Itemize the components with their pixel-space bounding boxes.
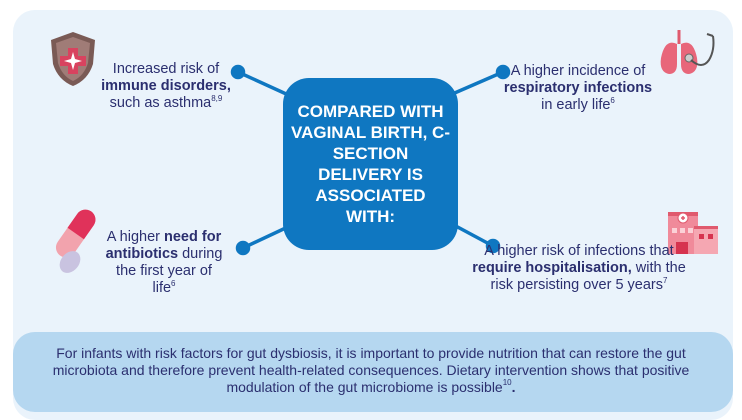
center-heading-box: COMPARED WITH VAGINAL BIRTH, C-SECTION D… — [283, 78, 458, 250]
connector-bottom-right — [451, 222, 494, 248]
item-text: A higher — [106, 229, 165, 245]
connector-dot-top-left — [230, 64, 246, 80]
connector-top-right — [449, 70, 504, 97]
item-bold-text: need for antibiotics — [105, 229, 222, 262]
summary-banner — [13, 332, 733, 412]
summary-body: For infants with risk factors for gut dy… — [52, 345, 690, 395]
connector-dot-top-right — [495, 64, 511, 80]
item-immune-disorders: Increased risk of immune disorders, such… — [92, 61, 240, 112]
summary-text: For infants with risk factors for gut dy… — [30, 345, 712, 396]
shield-medical-icon — [51, 32, 95, 86]
hospital-icon — [668, 212, 718, 254]
item-hospitalisation: A higher risk of infections that require… — [470, 243, 688, 294]
item-respiratory-infections: A higher incidence of respiratory infect… — [497, 63, 659, 114]
connector-dot-bottom-left — [235, 240, 251, 256]
item-text: in early life — [541, 97, 611, 113]
reference-superscript: 7 — [663, 276, 668, 285]
item-text: during the first year of life — [116, 246, 223, 296]
item-text: such as asthma — [109, 95, 212, 111]
reference-superscript: 6 — [610, 96, 615, 105]
item-antibiotics: A higher need for antibiotics during the… — [104, 229, 224, 297]
connector-lines — [230, 64, 511, 256]
item-bold-text: immune disorders, — [101, 78, 231, 94]
item-bold-text: require hospitalisation, — [472, 260, 632, 276]
reference-superscript: 8,9 — [211, 94, 223, 103]
item-text: Increased risk of — [112, 61, 220, 77]
summary-period: . — [511, 379, 516, 395]
reference-superscript: 6 — [171, 279, 176, 288]
item-text: with the risk persisting over 5 years — [490, 260, 686, 293]
item-text: A higher incidence of — [510, 63, 646, 79]
reference-superscript: 10 — [502, 378, 512, 387]
connector-dot-bottom-right — [485, 238, 501, 254]
item-text: A higher risk of infections that — [484, 243, 674, 259]
item-bold-text: respiratory infections — [503, 80, 653, 96]
center-heading: COMPARED WITH VAGINAL BIRTH, C-SECTION D… — [291, 102, 450, 226]
lungs-stethoscope-icon — [660, 30, 715, 74]
capsule-pill-icon — [55, 209, 96, 273]
